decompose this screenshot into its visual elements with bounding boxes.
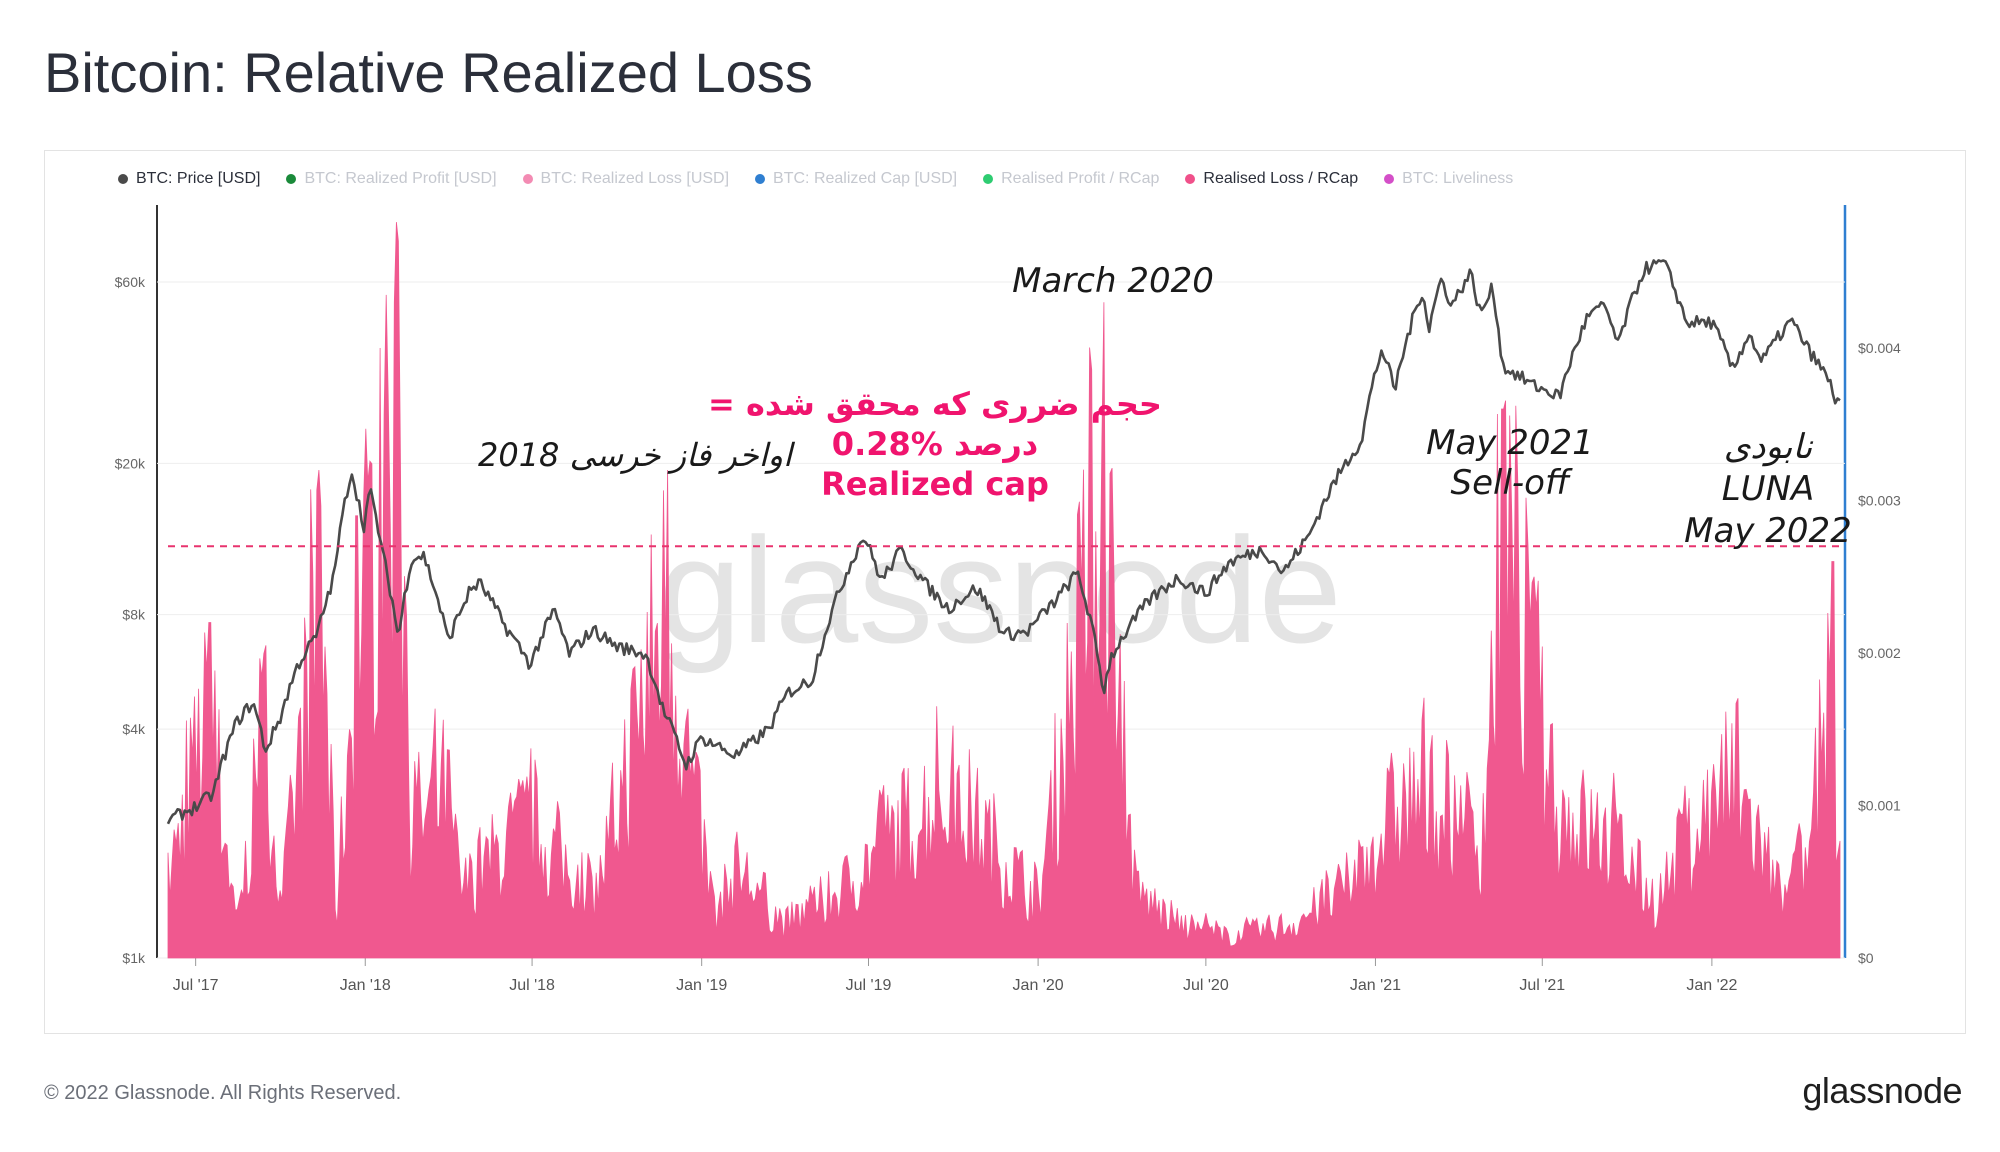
copyright-text: © 2022 Glassnode. All Rights Reserved.: [44, 1082, 402, 1104]
legend-dot-icon: [522, 174, 533, 184]
x-tick-label: Jan '22: [1686, 977, 1737, 994]
realized-loss-area: [167, 222, 1841, 959]
legend-item-6[interactable]: BTC: Liveliness: [1384, 170, 1513, 188]
legend-item-4[interactable]: Realised Profit / RCap: [983, 170, 1159, 188]
y-left-tick-label: $4k: [122, 721, 146, 737]
x-tick-label: Jan '21: [1350, 977, 1401, 994]
chart-frame: [44, 150, 1966, 1034]
page-title: Bitcoin: Relative Realized Loss: [44, 41, 813, 104]
legend-item-5[interactable]: Realised Loss / RCap: [1185, 170, 1358, 188]
legend-item-0[interactable]: BTC: Price [USD]: [118, 170, 260, 188]
legend-dot-icon: [286, 174, 297, 184]
x-tick-label: Jul '21: [1519, 977, 1565, 994]
watermark-text: glassnode: [658, 506, 1342, 674]
legend-label: BTC: Realized Loss [USD]: [540, 170, 730, 187]
x-tick-label: Jan '18: [340, 977, 391, 994]
legend-item-1[interactable]: BTC: Realized Profit [USD]: [286, 170, 497, 188]
y-right-tick-label: $0.002: [1858, 645, 1901, 661]
y-left-tick-label: $20k: [115, 455, 146, 471]
legend-dot-icon: [1185, 174, 1196, 184]
legend-item-2[interactable]: BTC: Realized Loss [USD]: [522, 170, 730, 188]
y-right-tick-label: $0.004: [1858, 340, 1901, 356]
annotation-text: نابودی: [1724, 427, 1814, 467]
annotation-text: = حجم ضرری که محقق شده: [708, 385, 1162, 423]
annotation-text: March 2020: [1012, 261, 1214, 301]
legend-dot-icon: [1384, 174, 1395, 184]
glassnode-logo[interactable]: glassnode: [1802, 1070, 1962, 1111]
annotation-text: May 2021: [1426, 423, 1594, 463]
x-tick-label: Jul '20: [1183, 977, 1229, 994]
legend-label: Realised Profit / RCap: [1001, 170, 1160, 187]
legend-item-3[interactable]: BTC: Realized Cap [USD]: [755, 170, 957, 188]
y-right-tick-label: $0.003: [1858, 493, 1901, 509]
x-tick-label: Jul '17: [173, 977, 219, 994]
legend-dot-icon: [118, 174, 128, 184]
y-left-tick-label: $60k: [115, 274, 146, 290]
annotation-text: Sell-off: [1451, 463, 1573, 503]
x-tick-label: Jan '19: [676, 977, 727, 994]
annotation-text: 0.28% درصد: [832, 425, 1038, 463]
legend-label: Realised Loss / RCap: [1203, 170, 1359, 187]
x-tick-label: Jul '18: [509, 977, 555, 994]
x-tick-label: Jan '20: [1013, 977, 1064, 994]
legend-label: BTC: Realized Profit [USD]: [304, 170, 497, 187]
legend-label: BTC: Liveliness: [1402, 170, 1514, 187]
x-tick-label: Jul '19: [846, 977, 892, 994]
y-right-tick-label: $0: [1858, 950, 1874, 966]
annotation-text: LUNA: [1722, 469, 1815, 509]
chart-legend: BTC: Price [USD] BTC: Realized Profit [US…: [118, 168, 1513, 190]
legend-label: BTC: Realized Cap [USD]: [773, 170, 958, 187]
annotation-text: اواخر فاز خرسی 2018: [478, 436, 795, 474]
annotation-text: Realized cap: [821, 465, 1049, 503]
y-right-tick-label: $0.001: [1858, 798, 1901, 814]
btc-price-line: [166, 259, 1841, 825]
legend-dot-icon: [755, 174, 766, 184]
legend-dot-icon: [983, 174, 994, 184]
y-left-tick-label: $1k: [122, 950, 146, 966]
y-left-tick-label: $8k: [122, 607, 146, 623]
legend-label: BTC: Price [USD]: [136, 170, 261, 187]
annotation-text: May 2022: [1684, 511, 1852, 551]
